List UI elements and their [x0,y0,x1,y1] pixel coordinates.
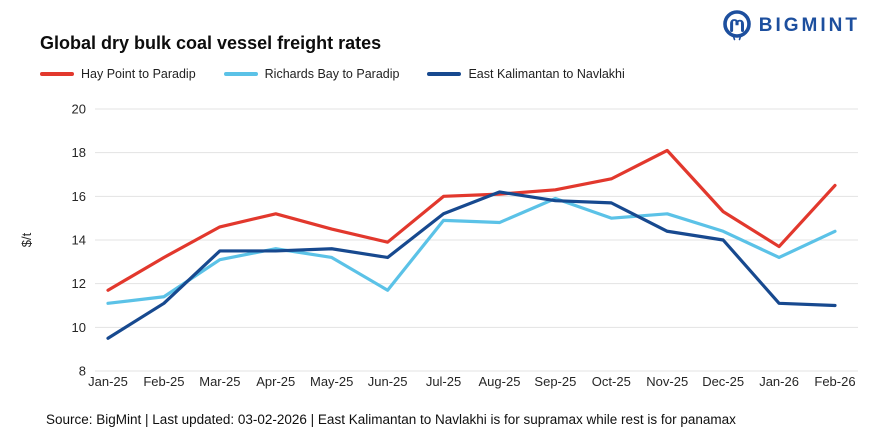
x-axis-tick-label: Oct-25 [592,374,631,389]
y-axis-tick-label: 10 [72,320,86,335]
x-axis-tick-label: Jul-25 [426,374,461,389]
legend-label: East Kalimantan to Navlakhi [468,67,625,81]
chart-legend: Hay Point to Paradip Richards Bay to Par… [40,67,625,81]
red-line-swatch-icon [40,72,74,76]
y-axis-tick-label: 18 [72,145,86,160]
y-axis-tick-label: 12 [72,276,86,291]
x-axis-tick-label: Apr-25 [256,374,295,389]
y-axis-title: $/t [19,232,34,247]
x-axis-tick-label: Jun-25 [368,374,408,389]
x-axis-tick-label: May-25 [310,374,353,389]
series-line-east-kalimantan-to-navlakhi [106,190,837,340]
freight-rates-line-chart: 8 10 12 14 16 18 20 Jan-25 Feb-25 Mar-25 Apr-25 May… [19,102,858,389]
series-line-hay-point-to-paradip [106,148,837,292]
chart-title: Global dry bulk coal vessel freight rate… [40,33,382,53]
x-axis-tick-label: Sep-25 [534,374,576,389]
legend-label: Richards Bay to Paradip [264,67,400,81]
x-axis-tick-label: Nov-25 [646,374,688,389]
x-axis-tick-label: Feb-26 [814,374,855,389]
x-axis-tick-label: Dec-25 [702,374,744,389]
y-axis-tick-label: 20 [72,102,86,117]
bigmint-logo: BIGMINT [722,10,860,41]
logo-text: BIGMINT [758,14,860,36]
x-axis-tick-label: Feb-25 [143,374,184,389]
lightblue-line-swatch-icon [223,72,258,76]
owl-mark-icon [722,10,751,41]
legend-item-hay-point-to-paradip: Hay Point to Paradip [40,67,196,81]
x-axis-tick-label: Jan-25 [88,374,128,389]
source-note: Source: BigMint | Last updated: 03-02-20… [46,412,736,427]
x-axis-tick-label: Aug-25 [479,374,521,389]
legend-label: Hay Point to Paradip [81,67,196,81]
y-axis-tick-label: 16 [72,189,86,204]
darkblue-line-swatch-icon [427,72,462,76]
series-line-richards-bay-to-paradip [106,196,837,305]
y-axis-tick-label: 8 [79,364,86,379]
legend-item-east-kalimantan-to-navlakhi: East Kalimantan to Navlakhi [427,67,625,81]
y-axis-tick-label: 14 [72,233,86,248]
legend-item-richards-bay-to-paradip: Richards Bay to Paradip [223,67,400,81]
x-axis-tick-label: Jan-26 [759,374,799,389]
x-axis-tick-label: Mar-25 [199,374,240,389]
